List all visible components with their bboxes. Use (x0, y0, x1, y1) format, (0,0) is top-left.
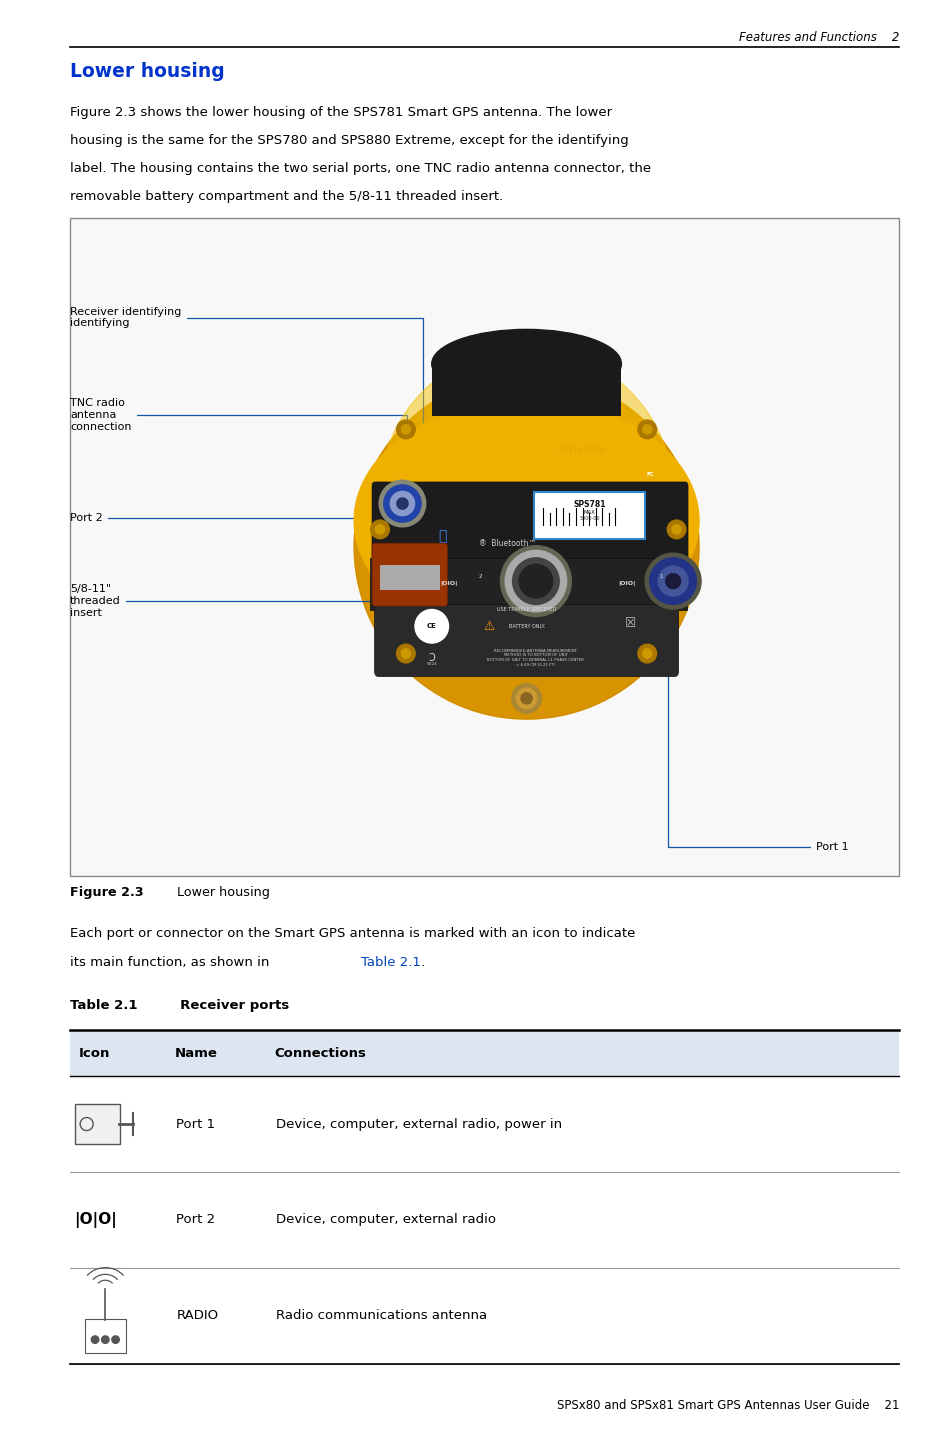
FancyBboxPatch shape (372, 544, 447, 607)
Ellipse shape (516, 688, 537, 708)
Ellipse shape (102, 1337, 109, 1344)
Text: BATTERY ONLY.: BATTERY ONLY. (509, 624, 544, 628)
Text: 2: 2 (478, 574, 482, 580)
FancyBboxPatch shape (432, 363, 622, 415)
Text: Port 1: Port 1 (176, 1118, 215, 1130)
Text: Port 2: Port 2 (176, 1213, 215, 1226)
Text: Each port or connector on the Smart GPS antenna is marked with an icon to indica: Each port or connector on the Smart GPS … (70, 927, 636, 940)
Ellipse shape (513, 558, 559, 604)
FancyBboxPatch shape (70, 1030, 899, 1076)
Text: |OIO|: |OIO| (618, 581, 636, 587)
FancyBboxPatch shape (372, 482, 688, 565)
Ellipse shape (397, 644, 415, 663)
Ellipse shape (371, 519, 390, 538)
Text: Lower housing: Lower housing (177, 886, 270, 899)
Text: RECOMMENDED ANTENNA MEASUREMENT
METHOD IS TO BOTTOM OF UNIT
BOTTOM OF UNIT TO NO: RECOMMENDED ANTENNA MEASUREMENT METHOD I… (487, 648, 584, 667)
Text: ☒: ☒ (624, 617, 636, 630)
Ellipse shape (500, 545, 571, 617)
Text: USE TRIMBLE SPECIFIED: USE TRIMBLE SPECIFIED (497, 607, 556, 611)
FancyBboxPatch shape (369, 558, 687, 610)
Ellipse shape (112, 1337, 119, 1344)
FancyBboxPatch shape (375, 605, 678, 677)
Text: Features and Functions    2: Features and Functions 2 (739, 30, 899, 44)
Ellipse shape (672, 525, 681, 534)
Ellipse shape (521, 693, 532, 704)
Text: Radio communications antenna: Radio communications antenna (276, 1309, 487, 1322)
Ellipse shape (391, 491, 415, 515)
Text: CE: CE (427, 624, 437, 630)
Ellipse shape (379, 481, 426, 527)
Ellipse shape (650, 558, 696, 604)
Ellipse shape (667, 519, 686, 538)
Text: Icon: Icon (79, 1046, 111, 1060)
Text: 5000-00: 5000-00 (580, 517, 599, 521)
Text: |OIO|: |OIO| (440, 581, 458, 587)
Text: its main function, as shown in: its main function, as shown in (70, 956, 273, 969)
Ellipse shape (645, 554, 701, 610)
Ellipse shape (519, 564, 553, 598)
Text: FC: FC (647, 472, 654, 477)
Text: Figure 2.3 shows the lower housing of the SPS781 Smart GPS antenna. The lower: Figure 2.3 shows the lower housing of th… (70, 106, 612, 119)
Ellipse shape (637, 421, 656, 439)
Ellipse shape (415, 610, 448, 643)
Text: Port 2: Port 2 (70, 514, 375, 572)
FancyBboxPatch shape (379, 565, 440, 591)
Ellipse shape (665, 574, 680, 588)
Ellipse shape (401, 425, 410, 434)
Text: Port 1: Port 1 (668, 598, 848, 851)
Text: Table 2.1: Table 2.1 (361, 956, 420, 969)
Ellipse shape (397, 421, 415, 439)
Text: Figure 2.3: Figure 2.3 (70, 886, 144, 899)
FancyBboxPatch shape (75, 1105, 120, 1145)
Text: ®  Bluetooth™: ® Bluetooth™ (479, 538, 537, 548)
Text: |O|O|: |O|O| (75, 1212, 117, 1228)
Ellipse shape (505, 551, 567, 612)
Ellipse shape (380, 348, 673, 641)
FancyBboxPatch shape (70, 218, 899, 876)
Text: 5/8-11"
threaded
insert: 5/8-11" threaded insert (70, 584, 474, 618)
Ellipse shape (354, 375, 699, 718)
Text: MAX: MAX (583, 509, 596, 515)
Ellipse shape (77, 1115, 96, 1133)
Text: ☉Trimble.: ☉Trimble. (555, 445, 609, 455)
Text: Connections: Connections (274, 1046, 366, 1060)
FancyBboxPatch shape (85, 1319, 126, 1354)
Ellipse shape (512, 684, 541, 713)
Text: Receiver identifying
identifying: Receiver identifying identifying (70, 306, 423, 467)
FancyBboxPatch shape (534, 492, 645, 539)
Text: Device, computer, external radio: Device, computer, external radio (276, 1213, 496, 1226)
Text: removable battery compartment and the 5/8-11 threaded insert.: removable battery compartment and the 5/… (70, 189, 503, 203)
Text: housing is the same for the SPS780 and SPS880 Extreme, except for the identifyin: housing is the same for the SPS780 and S… (70, 133, 629, 147)
Text: N324: N324 (426, 661, 437, 665)
Text: Receiver ports: Receiver ports (157, 999, 289, 1012)
Ellipse shape (637, 644, 656, 663)
Text: RADIO: RADIO (176, 1309, 219, 1322)
Ellipse shape (642, 425, 651, 434)
Text: Ⓑ: Ⓑ (439, 529, 446, 542)
Ellipse shape (376, 525, 385, 534)
Text: 1: 1 (659, 574, 663, 580)
Ellipse shape (642, 648, 651, 658)
Ellipse shape (91, 1337, 99, 1344)
Ellipse shape (432, 329, 622, 398)
Text: Device, computer, external radio, power in: Device, computer, external radio, power … (276, 1118, 562, 1130)
Text: label. The housing contains the two serial ports, one TNC radio antenna connecto: label. The housing contains the two seri… (70, 162, 651, 175)
Text: .: . (420, 956, 424, 969)
Text: SPS781: SPS781 (573, 499, 606, 508)
Text: TNC radio
antenna
connection: TNC radio antenna connection (70, 398, 407, 501)
Text: Table 2.1: Table 2.1 (70, 999, 137, 1012)
Ellipse shape (354, 401, 699, 641)
Text: ⚠: ⚠ (483, 620, 494, 633)
Ellipse shape (384, 485, 421, 522)
Text: SPSx80 and SPSx81 Smart GPS Antennas User Guide    21: SPSx80 and SPSx81 Smart GPS Antennas Use… (557, 1400, 899, 1412)
Ellipse shape (354, 375, 699, 718)
Text: Lower housing: Lower housing (70, 62, 225, 80)
Ellipse shape (397, 498, 408, 509)
Ellipse shape (401, 648, 410, 658)
Text: Name: Name (174, 1046, 217, 1060)
Ellipse shape (658, 567, 688, 597)
Text: Ɔ: Ɔ (429, 653, 435, 663)
